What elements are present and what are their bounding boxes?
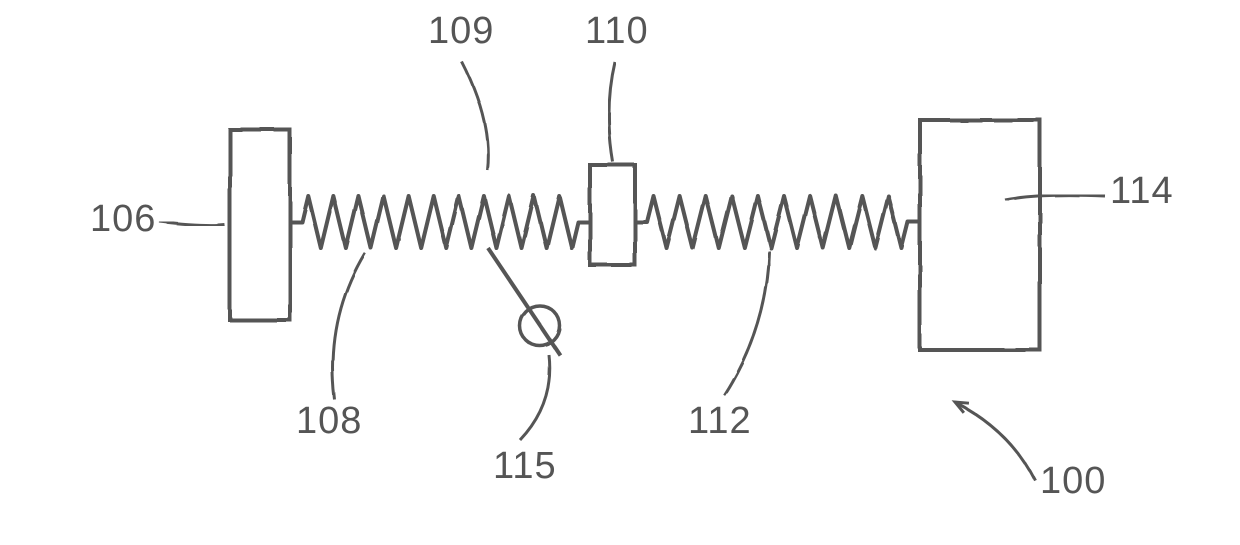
label-114: 114: [1110, 170, 1174, 213]
label-112: 112: [688, 400, 752, 443]
label-108: 108: [296, 400, 362, 443]
label-109: 109: [428, 10, 494, 53]
label-110: 110: [585, 10, 649, 53]
label-100: 100: [1040, 460, 1106, 503]
label-106: 106: [90, 198, 156, 241]
label-115: 115: [493, 445, 557, 488]
